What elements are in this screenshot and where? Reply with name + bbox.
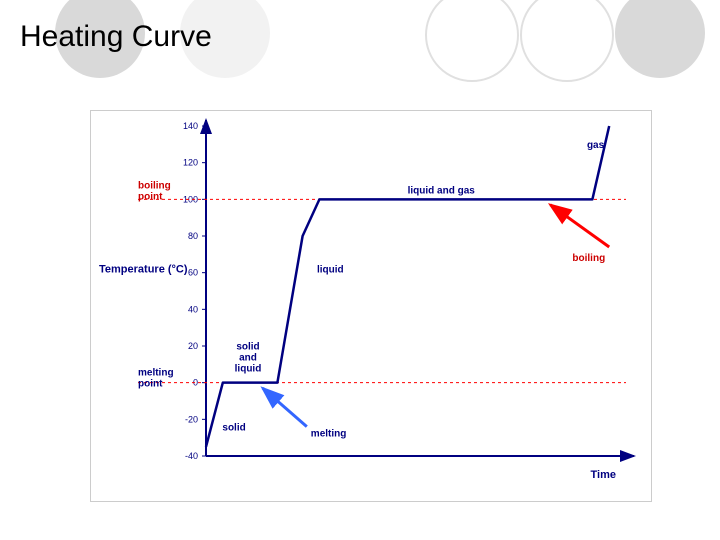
boiling-label: boiling: [572, 253, 605, 264]
liquid-and-gas-label: liquid and gas: [408, 185, 476, 196]
ytick-label: 100: [183, 194, 198, 204]
ytick-label: 140: [183, 121, 198, 131]
chart-frame: -40-20020406080100120140Temperature (°C)…: [90, 110, 652, 502]
y-axis-label: Temperature (°C): [99, 264, 188, 276]
slide: Heating Curve -40-20020406080100120140Te…: [0, 0, 720, 540]
solid-and-liquid-label: solidandliquid: [235, 342, 262, 375]
ytick-label: 40: [188, 304, 198, 314]
melting-arrow: [263, 388, 307, 427]
ytick-label: 20: [188, 341, 198, 351]
heating-curve-line: [206, 126, 609, 447]
heating-curve-chart: -40-20020406080100120140Temperature (°C)…: [91, 111, 651, 501]
ytick-label: -40: [185, 451, 198, 461]
ytick-label: 60: [188, 268, 198, 278]
ytick-label: 120: [183, 158, 198, 168]
x-axis-label: Time: [591, 469, 616, 481]
deco-circle: [520, 0, 614, 82]
solid-label: solid: [222, 422, 245, 433]
melting-point-label: meltingpoint: [138, 367, 174, 389]
ytick-label: -20: [185, 414, 198, 424]
boiling-arrow: [550, 205, 609, 247]
ytick-label: 80: [188, 231, 198, 241]
liquid-label: liquid: [317, 265, 344, 276]
melting-label: melting: [311, 429, 347, 440]
boiling-point-label: boilingpoint: [138, 180, 171, 202]
deco-circle: [615, 0, 705, 78]
deco-circle: [425, 0, 519, 82]
gas-label: gas: [587, 140, 605, 151]
slide-title: Heating Curve: [20, 20, 212, 54]
